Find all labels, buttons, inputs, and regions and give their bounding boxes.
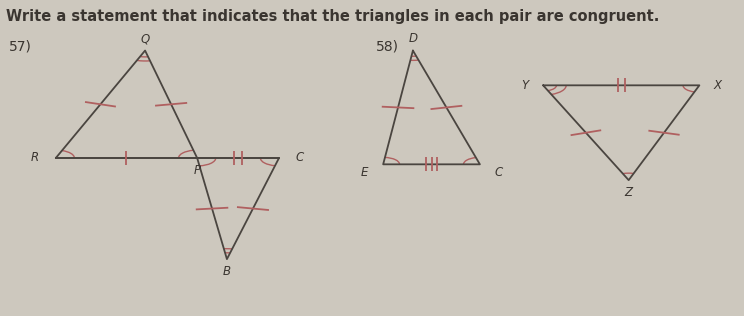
Text: B: B [223,264,231,278]
Text: Q: Q [141,32,150,45]
Text: E: E [361,166,368,179]
Text: C: C [494,166,503,179]
Text: 58): 58) [376,40,399,53]
Text: Y: Y [521,79,528,92]
Text: D: D [408,32,417,45]
Text: Z: Z [625,185,632,199]
Text: Write a statement that indicates that the triangles in each pair are congruent.: Write a statement that indicates that th… [6,9,659,24]
Text: X: X [714,79,722,92]
Text: C: C [295,151,304,164]
Text: 57): 57) [9,40,32,53]
Text: P: P [193,164,201,177]
Text: R: R [31,151,39,164]
